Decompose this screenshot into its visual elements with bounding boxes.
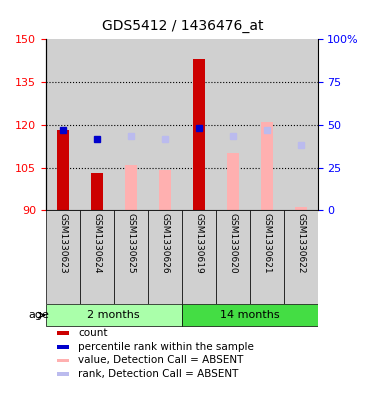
Bar bbox=[182, 39, 216, 210]
Bar bbox=[295, 208, 307, 210]
Bar bbox=[46, 304, 182, 327]
Bar bbox=[159, 171, 170, 210]
Bar bbox=[193, 59, 204, 210]
Bar bbox=[261, 122, 273, 210]
Text: value, Detection Call = ABSENT: value, Detection Call = ABSENT bbox=[78, 355, 243, 365]
Text: GSM1330620: GSM1330620 bbox=[228, 213, 237, 274]
Text: GSM1330621: GSM1330621 bbox=[262, 213, 271, 274]
Bar bbox=[57, 372, 69, 376]
Text: percentile rank within the sample: percentile rank within the sample bbox=[78, 342, 254, 352]
Bar bbox=[125, 165, 137, 210]
Text: GDS5412 / 1436476_at: GDS5412 / 1436476_at bbox=[102, 18, 263, 33]
Bar bbox=[284, 210, 318, 303]
Text: 14 months: 14 months bbox=[220, 310, 279, 320]
Bar bbox=[250, 210, 284, 303]
Bar bbox=[216, 39, 250, 210]
Bar bbox=[114, 210, 147, 303]
Bar bbox=[216, 210, 250, 303]
Bar bbox=[57, 130, 69, 210]
Bar bbox=[80, 39, 114, 210]
Bar bbox=[46, 210, 80, 303]
Bar bbox=[91, 173, 103, 210]
Text: GSM1330619: GSM1330619 bbox=[194, 213, 203, 274]
Text: GSM1330624: GSM1330624 bbox=[92, 213, 101, 274]
Bar bbox=[80, 210, 114, 303]
Bar bbox=[46, 39, 80, 210]
Text: GSM1330626: GSM1330626 bbox=[160, 213, 169, 274]
Bar bbox=[57, 358, 69, 362]
Bar bbox=[114, 39, 147, 210]
Text: age: age bbox=[28, 310, 49, 320]
Bar bbox=[147, 39, 182, 210]
Text: GSM1330622: GSM1330622 bbox=[296, 213, 305, 274]
Bar bbox=[147, 210, 182, 303]
Text: GSM1330625: GSM1330625 bbox=[126, 213, 135, 274]
Text: rank, Detection Call = ABSENT: rank, Detection Call = ABSENT bbox=[78, 369, 239, 379]
Bar bbox=[284, 39, 318, 210]
Bar bbox=[57, 345, 69, 349]
Bar bbox=[182, 210, 216, 303]
Text: 2 months: 2 months bbox=[87, 310, 140, 320]
Text: GSM1330623: GSM1330623 bbox=[58, 213, 67, 274]
Text: count: count bbox=[78, 328, 108, 338]
Bar bbox=[57, 331, 69, 335]
Bar bbox=[227, 153, 238, 210]
Bar bbox=[182, 304, 318, 327]
Bar bbox=[250, 39, 284, 210]
